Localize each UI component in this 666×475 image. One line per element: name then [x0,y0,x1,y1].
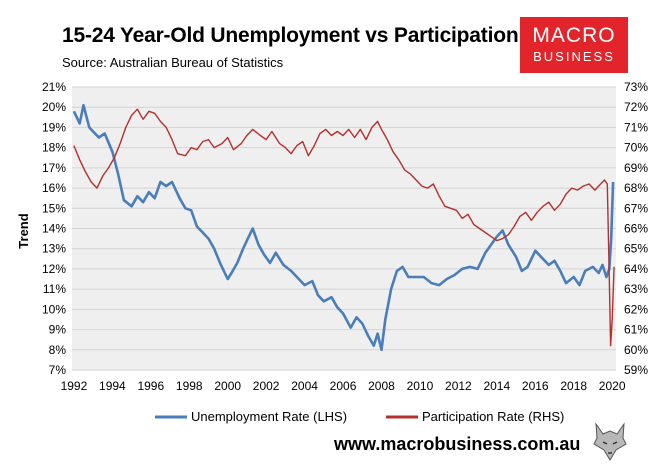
left-tick-label: 20% [42,100,66,114]
x-tick-label: 2000 [214,379,241,393]
left-tick-label: 7% [49,363,67,377]
left-tick-label: 15% [42,201,66,215]
logo-line2: BUSINESS [533,49,615,64]
x-tick-label: 2016 [522,379,549,393]
logo-line1: MACRO [532,24,616,47]
right-tick-label: 64% [624,262,648,276]
x-tick-label: 2020 [599,379,626,393]
left-tick-label: 19% [42,120,66,134]
legend-label-participation: Participation Rate (RHS) [422,409,564,424]
x-tick-label: 2018 [560,379,587,393]
right-tick-label: 59% [624,363,648,377]
right-tick-label: 66% [624,222,648,236]
macrobusiness-logo: MACRO BUSINESS [520,17,628,73]
x-tick-label: 2014 [483,379,510,393]
left-axis-ticks: 7% 8% 9% 10% 11% 12% 13% 14% 15% 16% 17% 18% 19% 20% 2… [42,80,66,377]
left-tick-label: 12% [42,262,66,276]
x-tick-label: 2008 [368,379,395,393]
x-tick-label: 2002 [253,379,280,393]
right-tick-label: 72% [624,100,648,114]
right-tick-label: 73% [624,80,648,94]
right-tick-label: 61% [624,323,648,337]
chart-title: 15-24 Year-Old Unemployment vs Participa… [62,24,519,47]
left-tick-label: 11% [43,282,66,296]
right-axis-ticks: 59% 60% 61% 62% 63% 64% 65% 66% 67% 68% 69% 70% 71% 7… [624,80,648,377]
x-tick-label: 1994 [99,379,126,393]
left-tick-label: 18% [42,141,66,155]
x-tick-label: 1998 [176,379,203,393]
legend-label-unemployment: Unemployment Rate (LHS) [191,409,347,424]
left-tick-label: 17% [42,161,66,175]
right-tick-label: 65% [624,242,648,256]
website-url: www.macrobusiness.com.au [334,434,581,454]
series-lines [72,103,615,352]
right-tick-label: 68% [624,181,648,195]
left-tick-label: 16% [42,181,66,195]
x-tick-label: 2010 [407,379,434,393]
fox-logo-icon [590,420,630,464]
x-tick-label: 2004 [291,379,318,393]
right-tick-label: 69% [624,161,648,175]
left-tick-label: 21% [42,80,66,94]
x-tick-label: 1996 [137,379,164,393]
unemployment-rate-line [72,103,615,352]
gridlines [72,86,616,371]
right-tick-label: 60% [624,343,648,357]
y-axis-label: Trend [16,213,31,248]
x-tick-label: 2006 [330,379,357,393]
left-tick-label: 13% [42,242,66,256]
right-tick-label: 62% [624,302,648,316]
left-tick-label: 14% [42,222,66,236]
chart-source: Source: Australian Bureau of Statistics [62,55,284,70]
right-tick-label: 71% [624,120,648,134]
x-axis-ticks: 1992 1994 1996 1998 2000 2002 2004 2006 2008 2010… [61,379,626,393]
x-tick-label: 2012 [445,379,472,393]
right-tick-label: 70% [624,141,648,155]
participation-rate-line [73,108,615,347]
x-tick-label: 1992 [61,379,88,393]
right-tick-label: 67% [624,201,648,215]
left-tick-label: 10% [42,302,66,316]
left-tick-label: 9% [49,323,67,337]
right-tick-label: 63% [624,282,648,296]
left-tick-label: 8% [49,343,67,357]
